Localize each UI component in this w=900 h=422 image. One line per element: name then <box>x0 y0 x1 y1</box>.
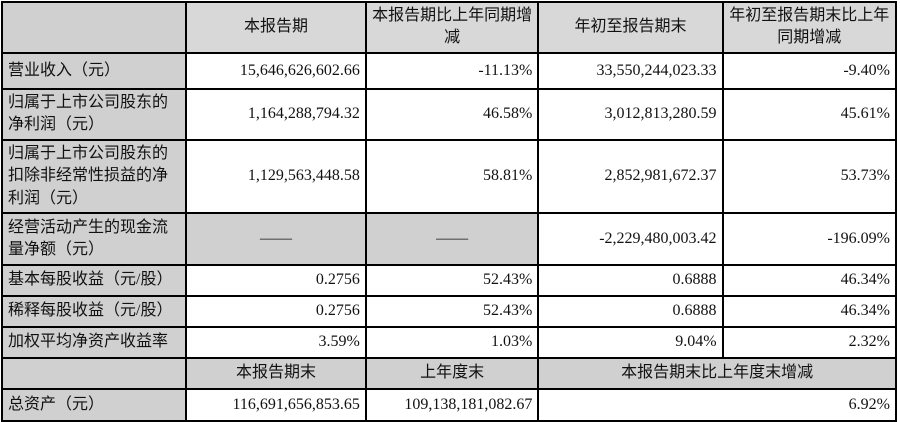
row-label: 归属于上市公司股东的净利润（元） <box>0 87 188 141</box>
table-row-diluted-eps: 稀释每股收益（元/股） 0.2756 52.43% 0.6888 46.34% <box>0 294 898 328</box>
table-row-total-assets: 总资产（元） 116,691,656,853.65 109,138,181,08… <box>0 387 897 422</box>
cell-value: 52.43% <box>364 263 540 297</box>
cell-value: 46.34% <box>721 263 898 297</box>
row-label: 加权平均净资产收益率 <box>0 325 188 359</box>
cell-value: 0.2756 <box>185 263 367 297</box>
cell-value: 1,164,288,794.32 <box>185 87 367 141</box>
cell-value: 52.43% <box>364 294 540 328</box>
cell-value: 53.73% <box>721 138 898 214</box>
table-row-weighted-avg-roe: 加权平均净资产收益率 3.59% 1.03% 9.04% 2.32% <box>0 325 898 359</box>
row-label: 总资产（元） <box>0 387 188 422</box>
header-row-period-end: 本报告期末 上年度末 本报告期末比上年度末增减 <box>0 356 897 390</box>
cell-value: 9.04% <box>537 325 724 359</box>
row-label: 基本每股收益（元/股） <box>0 263 188 297</box>
cell-value: 6.92% <box>537 387 897 422</box>
cell-value: 46.34% <box>721 294 898 328</box>
cell-dash: —— <box>185 211 367 266</box>
cell-value: 0.6888 <box>537 263 724 297</box>
cell-value: 3,012,813,280.59 <box>537 87 724 141</box>
cell-value: 1,129,563,448.58 <box>185 138 367 214</box>
cell-value: -196.09% <box>721 211 898 266</box>
cell-value: 0.2756 <box>185 294 367 328</box>
row-label: 营业收入（元） <box>0 51 188 90</box>
header-row-period: 本报告期 本报告期比上年同期增减 年初至报告期末 年初至报告期末比上年同期增减 <box>0 1 898 54</box>
cell-value: 116,691,656,853.65 <box>185 387 367 422</box>
cell-value: -11.13% <box>364 51 540 90</box>
header-ytd-yoy-change: 年初至报告期末比上年同期增减 <box>721 1 898 54</box>
header-period-end: 本报告期末 <box>185 356 367 390</box>
cell-value: -2,229,480,003.42 <box>537 211 724 266</box>
table-row-net-profit-excl-nonrecurring: 归属于上市公司股东的扣除非经常性损益的净利润（元） 1,129,563,448.… <box>0 138 898 214</box>
cell-value: 109,138,181,082.67 <box>364 387 540 422</box>
cell-value: 33,550,244,023.33 <box>537 51 724 90</box>
table-row-basic-eps: 基本每股收益（元/股） 0.2756 52.43% 0.6888 46.34% <box>0 263 898 297</box>
cell-dash: —— <box>364 211 540 266</box>
cell-value: -9.40% <box>721 51 898 90</box>
row-label: 经营活动产生的现金流量净额（元） <box>0 211 188 266</box>
cell-value: 1.03% <box>364 325 540 359</box>
cell-value: 2,852,981,672.37 <box>537 138 724 214</box>
table-row-revenue: 营业收入（元） 15,646,626,602.66 -11.13% 33,550… <box>0 51 898 90</box>
header-current-period: 本报告期 <box>185 1 367 54</box>
cell-value: 58.81% <box>364 138 540 214</box>
table-row-net-profit: 归属于上市公司股东的净利润（元） 1,164,288,794.32 46.58%… <box>0 87 898 141</box>
row-label: 稀释每股收益（元/股） <box>0 294 188 328</box>
table-row-operating-cash-flow: 经营活动产生的现金流量净额（元） —— —— -2,229,480,003.42… <box>0 211 898 266</box>
cell-value: 45.61% <box>721 87 898 141</box>
cell-value: 3.59% <box>185 325 367 359</box>
header-period-yoy-change: 本报告期比上年同期增减 <box>364 1 540 54</box>
cell-value: 46.58% <box>364 87 540 141</box>
cell-value: 15,646,626,602.66 <box>185 51 367 90</box>
cell-value: 2.32% <box>721 325 898 359</box>
cell-value: 0.6888 <box>537 294 724 328</box>
header2-corner-cell <box>0 356 188 390</box>
header-prior-year-end: 上年度末 <box>364 356 540 390</box>
header-period-end-change: 本报告期末比上年度末增减 <box>537 356 897 390</box>
row-label: 归属于上市公司股东的扣除非经常性损益的净利润（元） <box>0 138 188 214</box>
header-ytd: 年初至报告期末 <box>537 1 724 54</box>
header-corner-cell <box>0 1 188 54</box>
